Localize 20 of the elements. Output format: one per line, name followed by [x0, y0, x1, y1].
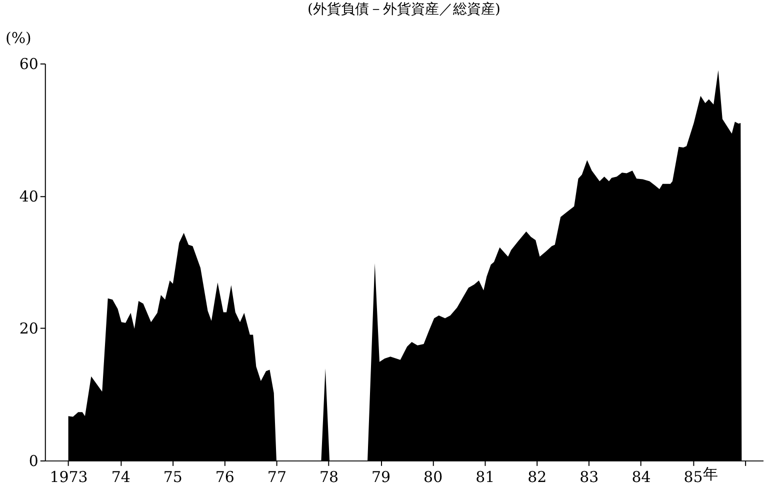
y-tick-label: 20 — [19, 320, 38, 338]
x-tick-label: 77 — [267, 468, 286, 486]
y-tick-label: 0 — [28, 452, 38, 470]
x-tick-label: 76 — [215, 468, 234, 486]
x-tick-label: 78 — [319, 468, 339, 486]
x-tick-label: 79 — [372, 468, 391, 486]
x-tick-label: 74 — [111, 468, 130, 486]
x-tick-label: 81 — [476, 468, 495, 486]
y-tick-label: 40 — [19, 187, 38, 206]
x-tick-label: 82 — [528, 468, 547, 486]
x-axis-title: 年 — [703, 464, 718, 483]
y-tick-label: 60 — [19, 54, 38, 73]
x-tick-label: 83 — [580, 468, 599, 486]
x-tick-label: 75 — [163, 468, 182, 486]
chart-title: (外貨負債－外貨資産／総資産) — [308, 2, 500, 18]
x-tick-label: 85 — [684, 468, 703, 486]
x-tick-label: 1973 — [50, 468, 88, 486]
x-tick-label: 80 — [424, 468, 443, 486]
x-tick-label: 84 — [632, 468, 651, 486]
y-axis-title: (%) — [5, 29, 32, 48]
